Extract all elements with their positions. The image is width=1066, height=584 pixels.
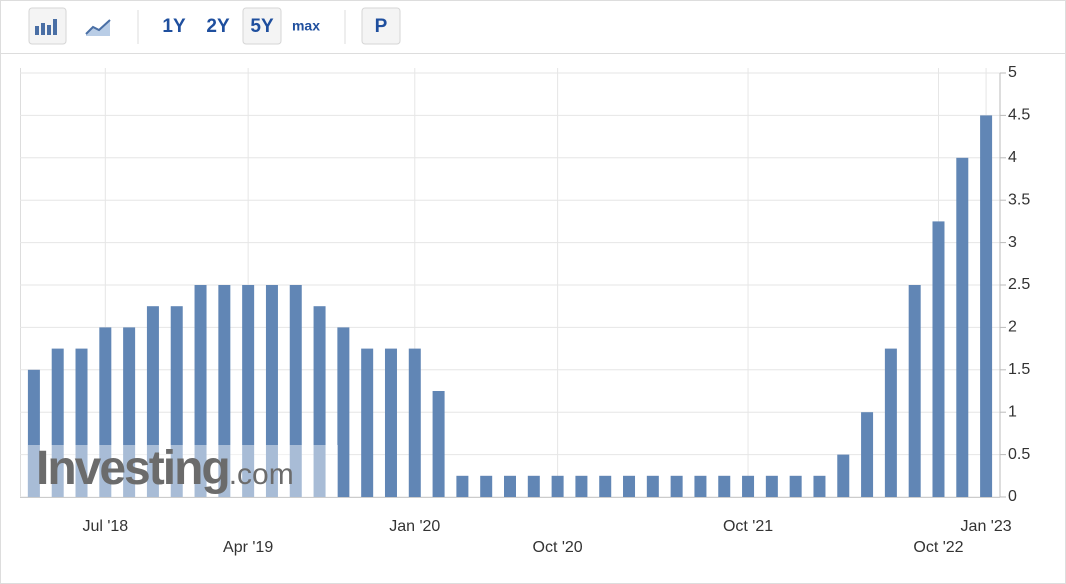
bar	[289, 285, 302, 497]
bar	[742, 475, 755, 497]
bar	[384, 348, 397, 497]
bar	[218, 285, 231, 497]
bar	[99, 327, 112, 497]
line-chart-button[interactable]	[80, 8, 117, 44]
bar	[527, 475, 540, 497]
y-tick-label: 5	[1008, 64, 1017, 81]
y-tick-label: 4.5	[1008, 107, 1030, 124]
bar	[861, 412, 874, 497]
bar	[313, 306, 326, 497]
y-tick-label: 3	[1008, 234, 1017, 251]
bar	[884, 348, 897, 497]
x-tick-label: Jan '20	[389, 518, 440, 535]
y-tick-label: 2	[1008, 319, 1017, 336]
watermark-band	[28, 445, 338, 497]
bar	[170, 306, 183, 497]
bar	[27, 369, 40, 497]
bar-icon	[35, 19, 57, 35]
bar	[265, 285, 278, 497]
y-tick-label: 0	[1008, 488, 1017, 505]
x-tick-label: Oct '20	[533, 539, 583, 556]
bar	[551, 475, 564, 497]
bar	[456, 475, 469, 497]
x-tick-label: Apr '19	[223, 539, 273, 556]
bar	[956, 157, 969, 498]
p-button[interactable]: P	[375, 16, 388, 37]
range-button[interactable]: 5Y	[250, 16, 274, 37]
bar	[504, 475, 516, 497]
bar	[789, 475, 802, 497]
x-tick-label: Jan '23	[961, 518, 1012, 535]
bar	[194, 285, 207, 497]
bar	[51, 348, 64, 497]
range-button[interactable]: max	[292, 18, 320, 34]
toolbar: 1Y 2Y 5Y max P	[28, 7, 401, 45]
bar	[432, 391, 445, 497]
bar	[932, 221, 945, 497]
active-range-box	[242, 7, 282, 45]
bar	[480, 475, 493, 497]
bar	[908, 285, 921, 497]
bar	[646, 475, 659, 497]
range-button[interactable]: 1Y	[162, 16, 186, 37]
range-button[interactable]: 2Y	[206, 16, 230, 37]
x-tick-label: Jul '18	[82, 518, 128, 535]
bar	[123, 327, 136, 497]
watermark: Investing.com	[36, 442, 294, 495]
bar	[75, 348, 88, 497]
y-tick-label: 1	[1008, 403, 1017, 420]
bar	[765, 475, 778, 497]
line-icon-stroke	[85, 19, 111, 35]
bar	[670, 475, 683, 497]
bar	[980, 115, 993, 498]
bar	[623, 475, 636, 497]
y-tick-label: 1.5	[1008, 361, 1030, 378]
bar	[408, 348, 421, 497]
bar	[599, 475, 612, 497]
bar	[361, 348, 374, 497]
p-button-box	[361, 7, 401, 45]
y-tick-label: 3.5	[1008, 191, 1030, 208]
bar	[718, 475, 731, 497]
y-tick-label: 4	[1008, 149, 1017, 166]
bar	[146, 306, 159, 497]
y-tick-label: 0.5	[1008, 446, 1030, 463]
bar	[337, 327, 350, 497]
line-icon	[86, 20, 110, 36]
y-tick-label: 2.5	[1008, 276, 1030, 293]
x-tick-label: Oct '21	[723, 518, 773, 535]
bar	[694, 475, 707, 497]
bar	[837, 454, 850, 497]
x-tick-label: Oct '22	[913, 539, 963, 556]
watermark-suffix: .com	[229, 458, 294, 491]
watermark-main: Investing	[36, 442, 229, 495]
bar	[575, 475, 588, 497]
bar	[813, 475, 826, 497]
bar	[242, 285, 255, 497]
